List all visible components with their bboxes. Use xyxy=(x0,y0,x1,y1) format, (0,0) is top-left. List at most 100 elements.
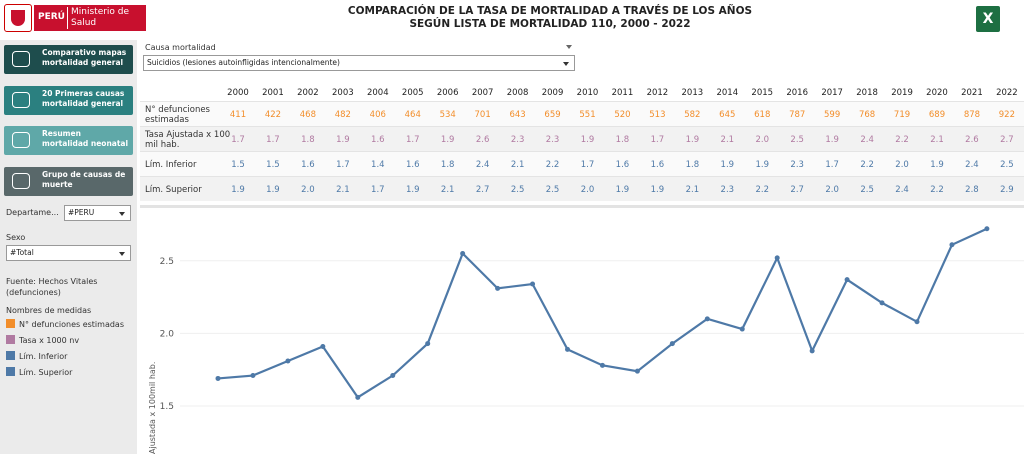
table-cell: 1.7 xyxy=(650,135,665,145)
table-cell: 922 xyxy=(998,110,1015,120)
table-cell: 422 xyxy=(264,110,282,120)
year-header: 2014 xyxy=(716,88,739,98)
table-cell: 534 xyxy=(439,110,456,120)
table-cell: 1.4 xyxy=(371,160,385,170)
table-cell: 719 xyxy=(893,110,911,120)
title-line: COMPARACIÓN DE LA TASA DE MORTALIDAD A T… xyxy=(347,5,753,17)
table-cell: 2.1 xyxy=(685,185,700,195)
point xyxy=(914,319,920,325)
y-axis-label: Ajustada x 100mil hab. xyxy=(148,362,157,454)
year-header: 2005 xyxy=(401,88,424,98)
table-cell: 2.5 xyxy=(860,185,874,195)
legend-label: N° defunciones estimadas xyxy=(19,320,124,329)
year-header: 2010 xyxy=(576,88,599,98)
point xyxy=(809,348,815,354)
table-row: Tasa Ajustada x 100 mil hab. 1.7 1.7 1.8 1.9… xyxy=(140,126,1024,151)
table-cell: 1.5 xyxy=(266,160,280,170)
table-cell: 878 xyxy=(963,110,981,120)
year-header: 2016 xyxy=(786,88,808,98)
legend-title: Nombres de medidas xyxy=(6,306,92,315)
point xyxy=(355,394,361,400)
year-header: 2013 xyxy=(681,88,704,98)
legend-item: Lím. Inferior xyxy=(6,351,67,361)
table-cell: 2.2 xyxy=(895,135,909,145)
table-cell: 2.1 xyxy=(440,185,455,195)
sidebar: Comparativo mapas mortalidad general 20 P… xyxy=(0,40,137,454)
nav-button[interactable]: 20 Primeras causas mortalidad general xyxy=(4,86,133,115)
year-header: 2003 xyxy=(332,88,354,98)
table-cell: 582 xyxy=(684,110,701,120)
filter-label: Sexo xyxy=(6,233,26,242)
table-cell: 1.8 xyxy=(685,160,700,170)
table-cell: 1.9 xyxy=(580,135,595,145)
chart: 1.5 2.0 2.5 Ajustada x 100mil hab. xyxy=(148,226,1024,454)
table-cell: 1.7 xyxy=(231,135,245,145)
legend-swatch xyxy=(6,319,15,328)
line xyxy=(217,227,988,399)
logo-country: PERÚ xyxy=(38,12,65,22)
table-cell: 701 xyxy=(474,110,491,120)
filter-select[interactable]: #Total xyxy=(6,245,131,261)
row-label: Lím. Superior xyxy=(145,184,202,195)
year-header: 2008 xyxy=(506,88,529,98)
table-cell: 2.3 xyxy=(790,160,804,170)
title: COMPARACIÓN DE LA TASA DE MORTALIDAD A T… xyxy=(300,5,800,31)
excel-icon[interactable]: X xyxy=(976,6,1000,32)
year-header: 2009 xyxy=(541,88,564,98)
caret xyxy=(566,45,572,52)
table-cell: 659 xyxy=(544,110,561,120)
title-line: SEGÚN LISTA DE MORTALIDAD 110, 2000 - 20… xyxy=(409,18,691,30)
point xyxy=(530,281,536,287)
filter-select[interactable]: #PERU xyxy=(64,205,131,221)
year-header: 2006 xyxy=(436,88,459,98)
source: Fuente: Hechos Vitales (defunciones) xyxy=(6,277,98,297)
table-cell: 2.1 xyxy=(720,135,735,145)
table-cell: 1.7 xyxy=(825,160,839,170)
nav-button[interactable]: Resumen mortalidad neonatal xyxy=(4,126,133,155)
year-header: 2015 xyxy=(751,88,774,98)
filter-label: Departame... xyxy=(6,208,59,217)
table-cell: 645 xyxy=(719,110,736,120)
legend-swatch xyxy=(6,335,15,344)
table-cell: 1.9 xyxy=(336,135,350,145)
table-cell: 1.9 xyxy=(650,185,665,195)
cause-select[interactable]: Suicidios (lesiones autoinfligidas inten… xyxy=(143,55,575,71)
table-cell: 2.0 xyxy=(825,185,839,195)
table-cell: 520 xyxy=(614,110,631,120)
point xyxy=(774,255,780,261)
table-cell: 2.7 xyxy=(790,185,804,195)
year-header: 2018 xyxy=(856,88,878,98)
nav-button[interactable]: Comparativo mapas mortalidad general xyxy=(4,45,133,74)
cause-label: Causa mortalidad xyxy=(145,43,216,52)
point xyxy=(879,300,885,306)
y-tick-label: 2.5 xyxy=(160,257,174,267)
point xyxy=(460,250,466,256)
table-cell: 1.7 xyxy=(580,160,595,170)
nav-icon xyxy=(12,92,30,108)
table-cell: 1.9 xyxy=(615,185,630,195)
table-cell: 1.9 xyxy=(755,160,770,170)
row-label: N° defunciones estimadas xyxy=(145,104,210,125)
legend-label: Tasa x 1000 nv xyxy=(19,336,80,345)
point xyxy=(215,375,221,381)
table-cell: 1.9 xyxy=(930,160,944,170)
coat-of-arms xyxy=(4,4,32,32)
legend-swatch xyxy=(6,367,15,376)
table-cell: 2.4 xyxy=(965,160,979,170)
table-row: Lím. Superior 1.9 1.9 2.0 2.1 1.7 1.9 2.1 2.7 2.5… xyxy=(140,176,1024,201)
table-cell: 1.8 xyxy=(615,135,630,145)
nav-icon xyxy=(12,132,30,148)
table-cell: 406 xyxy=(369,110,386,120)
point xyxy=(390,373,396,379)
table-cell: 1.9 xyxy=(720,160,735,170)
point xyxy=(844,277,850,283)
table-cell: 643 xyxy=(509,110,526,120)
table-cell: 2.1 xyxy=(510,160,525,170)
nav-button[interactable]: Grupo de causas de muerte xyxy=(4,167,133,196)
table-cell: 1.5 xyxy=(231,160,245,170)
year-header: 2017 xyxy=(821,88,843,98)
point xyxy=(320,343,326,349)
legend-label: Lím. Superior xyxy=(19,368,73,377)
table-cell: 1.9 xyxy=(440,135,455,145)
